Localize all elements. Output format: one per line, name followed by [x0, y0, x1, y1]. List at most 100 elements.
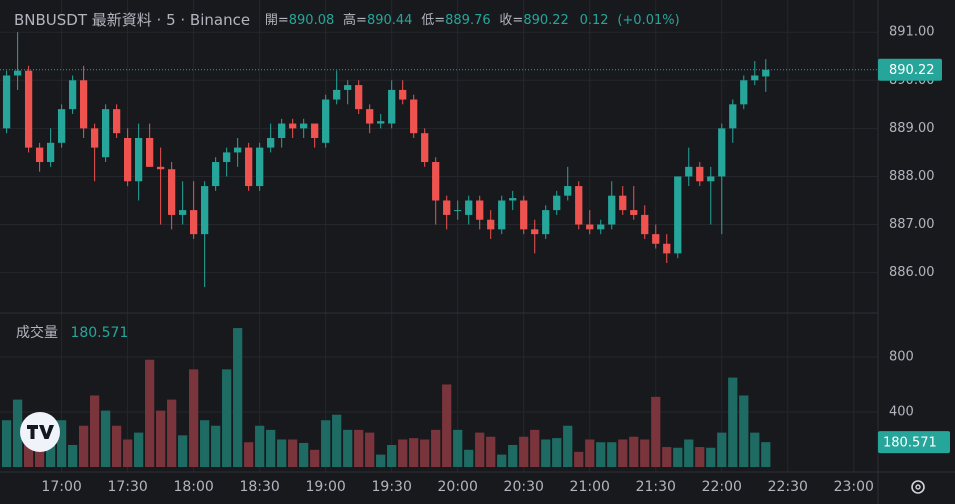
candle-body — [289, 123, 297, 129]
y-tick-label: 887.00 — [889, 217, 935, 232]
last-price-tag — [878, 58, 942, 81]
volume-bar — [519, 436, 529, 467]
settings-gear-center[interactable] — [915, 484, 921, 490]
candle-body — [234, 147, 242, 153]
candle-body — [751, 75, 759, 81]
volume-bar — [420, 439, 430, 467]
x-tick-label: 19:00 — [305, 479, 345, 495]
volume-bar — [596, 442, 606, 467]
low-label: 低= — [421, 13, 445, 28]
volume-bar — [563, 425, 573, 467]
x-tick-label: 18:00 — [173, 479, 213, 495]
volume-bar — [475, 432, 485, 467]
candle-body — [564, 186, 572, 196]
volume-bar — [134, 432, 144, 467]
candle-body — [575, 186, 583, 225]
candle-body — [267, 137, 275, 148]
candle-body — [487, 219, 495, 230]
candle-body — [179, 210, 187, 215]
volume-bar — [321, 420, 331, 467]
volume-bar — [78, 425, 89, 467]
volume-tick-label: 800 — [889, 349, 914, 364]
volume-bar — [607, 442, 617, 467]
logo-mark — [27, 425, 54, 439]
close-value: 890.22 — [523, 13, 569, 28]
candle-body — [465, 200, 473, 215]
x-tick-label: 21:30 — [636, 479, 676, 495]
change-value: 0.12 — [580, 13, 609, 28]
y-tick-label: 891.00 — [889, 25, 935, 40]
volume-bar — [618, 439, 628, 467]
volume-bar — [552, 438, 562, 467]
candle-body — [2, 75, 11, 129]
volume-bar — [486, 436, 496, 467]
volume-bar — [189, 369, 199, 467]
volume-value: 180.571 — [70, 325, 128, 341]
candle-body — [355, 85, 363, 110]
candle-body — [619, 195, 627, 211]
volume-bar — [464, 449, 474, 467]
volume-bar — [178, 435, 188, 467]
volume-bar — [409, 438, 419, 467]
x-tick-label: 20:00 — [438, 479, 478, 495]
settings-gear[interactable] — [911, 480, 925, 494]
candle-body — [366, 109, 374, 124]
candle-body — [685, 166, 693, 177]
volume-bar — [574, 451, 584, 467]
candle-body — [520, 200, 528, 230]
candle-body — [278, 123, 286, 138]
volume-bar — [112, 425, 122, 467]
candle-body — [597, 224, 605, 230]
candle-body — [762, 69, 770, 77]
candle-body — [377, 121, 385, 124]
candle-body — [13, 70, 22, 76]
volume-bar — [651, 396, 661, 467]
volume-bar — [354, 429, 364, 467]
candle-body — [399, 89, 407, 100]
volume-bar — [12, 399, 23, 467]
x-tick-label: 17:00 — [41, 479, 81, 495]
x-tick-label: 22:30 — [768, 479, 808, 495]
last-price-label: 890.22 — [889, 63, 935, 78]
candle-body — [112, 109, 121, 134]
volume-bar — [376, 454, 386, 467]
volume-bar — [332, 414, 342, 467]
candle-body — [498, 200, 506, 230]
candle-body — [201, 186, 209, 235]
volume-bar — [508, 444, 518, 467]
volume-bar — [739, 395, 749, 467]
legend-header: BNBUSDT 最新資料 · 5 · Binance 開=890.08 高=89… — [14, 11, 680, 29]
close-label: 收= — [499, 13, 523, 28]
candle-body — [707, 176, 715, 182]
candle-body — [123, 137, 132, 182]
candle-body — [101, 109, 110, 158]
high-value: 890.44 — [367, 13, 413, 28]
y-tick-label: 888.00 — [889, 169, 935, 184]
candle-body — [421, 133, 429, 163]
candle-body — [90, 128, 99, 148]
candle-body — [630, 210, 638, 215]
x-tick-label: 23:00 — [834, 479, 874, 495]
volume-bar — [585, 439, 595, 467]
candle-body — [454, 210, 462, 212]
volume-bar — [695, 447, 705, 467]
symbol-title: BNBUSDT 最新資料 · 5 · Binance — [14, 11, 250, 29]
candle-body — [388, 89, 396, 124]
candle-body — [35, 147, 44, 163]
candle-body — [344, 85, 352, 90]
candle-body — [652, 234, 660, 244]
volume-bar — [761, 442, 771, 467]
settings-icon[interactable] — [911, 480, 925, 494]
volume-bar — [156, 410, 166, 467]
candle-body — [46, 142, 55, 163]
volume-bar — [662, 447, 672, 467]
volume-bar — [717, 432, 727, 467]
candle-body — [531, 229, 539, 235]
candle-body — [245, 147, 253, 187]
volume-bar — [244, 442, 254, 467]
volume-bar — [200, 420, 210, 467]
candle-body — [608, 195, 616, 225]
candle-body — [663, 243, 671, 254]
candle-body — [641, 214, 649, 235]
